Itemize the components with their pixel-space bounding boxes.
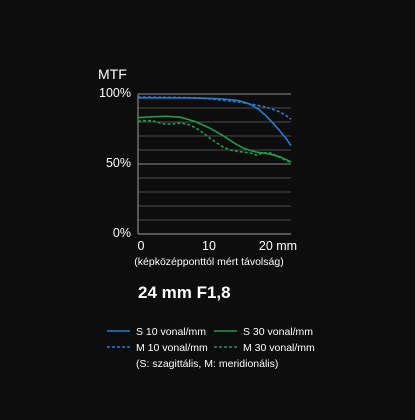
legend-label-m30: M 30 vonal/mm [243, 342, 315, 354]
legend-note: (S: szagittális, M: meridionális) [136, 358, 278, 370]
series-line-m10 [137, 96, 292, 120]
y-tick-label-0: 0% [113, 226, 131, 240]
series-layer [137, 96, 292, 164]
x-tick-label-0: 0 [138, 239, 145, 253]
y-tick-label-100: 100% [99, 86, 131, 100]
y-tick-label-50: 50% [106, 156, 131, 170]
legend: S 10 vonal/mm S 30 vonal/mm M 10 vonal/m… [107, 326, 315, 370]
x-tick-label-20: 20 mm [259, 239, 297, 253]
series-line-m30 [137, 119, 292, 164]
x-axis-label: (képközépponttól mért távolság) [134, 256, 283, 268]
legend-label-m10: M 10 vonal/mm [136, 342, 208, 354]
lens-title: 24 mm F1,8 [138, 283, 231, 302]
legend-label-s10: S 10 vonal/mm [136, 326, 206, 338]
grid-lines [138, 93, 291, 221]
legend-label-s30: S 30 vonal/mm [243, 326, 313, 338]
y-axis-label: MTF [98, 66, 127, 82]
x-tick-label-10: 10 [202, 239, 216, 253]
